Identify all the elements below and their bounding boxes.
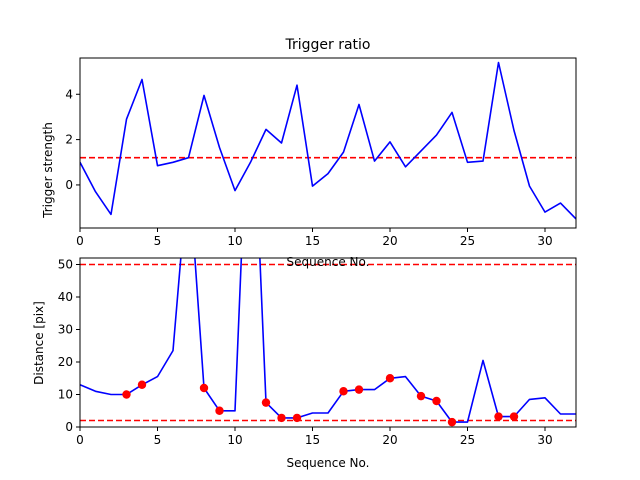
y-tick-label: 40	[58, 290, 73, 304]
y-tick-label: 30	[58, 323, 73, 337]
data-point-marker	[277, 413, 286, 423]
x-tick-label: 10	[227, 234, 242, 248]
y-tick-label: 10	[58, 388, 73, 402]
plot-contents	[80, 258, 576, 427]
data-point-marker	[494, 412, 503, 421]
data-point-marker	[215, 406, 224, 415]
distance-chart: Distance [pix] Sequence No. 0 5 10 15 20 25 30…	[32, 257, 577, 470]
plot-area: 0 5 10 15 20 25 30 0 10 20 30 40 50	[58, 257, 577, 447]
x-tick-label: 10	[227, 433, 242, 447]
plot-area: 0 5 10 15 20 25 30 0 2 4	[65, 57, 577, 248]
data-point-marker	[137, 380, 147, 389]
chart-title: Trigger ratio	[284, 37, 370, 53]
x-tick-label: 15	[305, 433, 320, 447]
x-tick-label: 30	[537, 234, 552, 248]
data-point-marker	[122, 390, 131, 399]
y-tick-label: 4	[65, 87, 73, 101]
x-tick-label: 20	[382, 433, 397, 447]
x-tick-label: 25	[460, 433, 475, 447]
x-tick-label: 0	[76, 234, 84, 248]
data-point-marker	[292, 413, 302, 423]
data-point-marker	[509, 412, 519, 421]
data-point-marker	[354, 385, 364, 394]
y-tick-label: 50	[58, 258, 73, 272]
data-point-marker	[447, 417, 457, 427]
y-tick-label: 0	[65, 420, 73, 434]
x-tick-label: 20	[382, 234, 397, 248]
data-point-marker	[261, 398, 271, 407]
plot-contents	[80, 61, 576, 220]
x-axis-label: Sequence No.	[287, 255, 370, 269]
x-axis-label: Sequence No.	[287, 456, 370, 470]
x-tick-label: 25	[460, 234, 475, 248]
data-point-marker	[339, 387, 348, 396]
y-tick-label: 20	[58, 355, 73, 369]
y-axis-label: Trigger strength	[41, 122, 55, 219]
x-tick-label: 5	[154, 234, 162, 248]
series-line	[80, 258, 576, 423]
data-point-marker	[385, 374, 395, 383]
data-point-marker	[199, 383, 209, 393]
y-axis-label: Distance [pix]	[32, 301, 46, 385]
axes-frame	[79, 57, 577, 229]
x-tick-label: 15	[305, 234, 320, 248]
series-line	[80, 61, 576, 220]
y-tick-label: 0	[65, 178, 73, 192]
x-tick-label: 30	[537, 433, 552, 447]
y-tick-label: 2	[65, 133, 73, 147]
x-tick-label: 5	[154, 433, 162, 447]
trigger-ratio-chart: Trigger ratio Trigger strength 0 5 10 15 20 2…	[41, 37, 577, 248]
x-tick-label: 0	[76, 433, 84, 447]
axes-frame	[79, 257, 577, 428]
data-point-marker	[432, 396, 441, 406]
data-point-marker	[416, 391, 426, 401]
